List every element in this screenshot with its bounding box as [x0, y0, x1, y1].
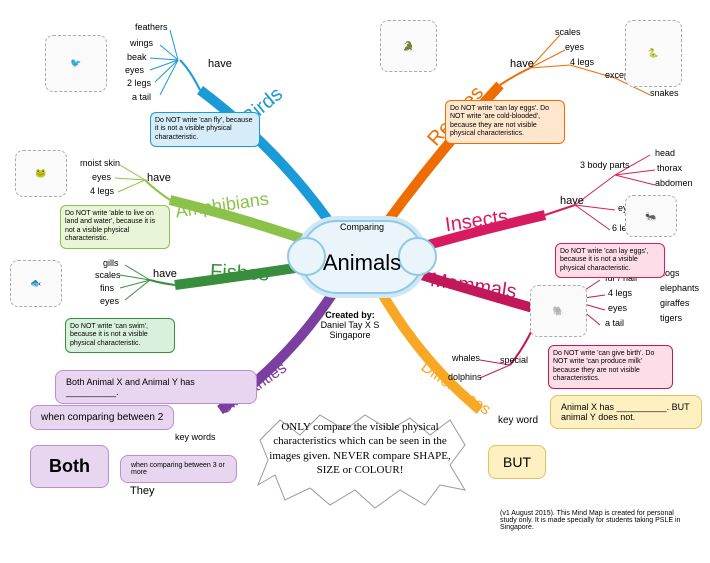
leaf: 4 legs: [90, 186, 114, 196]
leaf: scales: [95, 270, 121, 280]
center-node: Comparing Animals: [300, 220, 424, 294]
fishes-note: Do NOT write 'can swim', because it is n…: [65, 318, 175, 353]
branch-insects: Insects: [444, 206, 510, 238]
insects-bodyparts: 3 body parts: [580, 160, 630, 170]
leaf: abdomen: [655, 178, 693, 188]
leaf: dolphins: [448, 372, 482, 382]
elephant-icon: 🐘: [530, 285, 587, 337]
branch-differences: Differences: [417, 359, 493, 420]
leaf: 4 legs: [570, 57, 594, 67]
leaf: elephants: [660, 283, 699, 293]
branch-amphibians: Amphibians: [174, 189, 270, 223]
leaf: snakes: [650, 88, 679, 98]
center-subtitle: Comparing: [302, 222, 422, 232]
snake-icon: 🐍: [625, 20, 682, 87]
created-by: Created by: Daniel Tay X S Singapore: [300, 310, 400, 340]
footer-text: (v1 August 2015). This Mind Map is creat…: [500, 510, 690, 531]
branch-fishes: Fishes: [209, 260, 269, 286]
sim-keywords: key words: [175, 432, 216, 442]
leaf: fins: [100, 283, 114, 293]
birds-have: have: [208, 58, 232, 70]
leaf: tigers: [660, 313, 682, 323]
leaf: eyes: [608, 303, 627, 313]
sim-they: They: [130, 485, 154, 497]
leaf: eyes: [125, 65, 144, 75]
mammals-special: special: [500, 355, 528, 365]
sim-when2: when comparing between 2: [30, 405, 174, 430]
leaf: eyes: [100, 296, 119, 306]
leaf: whales: [452, 353, 480, 363]
diff-keyword: key word: [498, 415, 538, 426]
ant-icon: 🐜: [625, 195, 677, 237]
frog-icon: 🐸: [15, 150, 67, 197]
leaf: giraffes: [660, 298, 689, 308]
sim-sentence: Both Animal X and Animal Y has _________…: [55, 370, 257, 404]
leaf: moist skin: [80, 158, 120, 168]
leaf: thorax: [657, 163, 682, 173]
leaf: gills: [103, 258, 119, 268]
insects-note: Do NOT write 'can lay eggs', because it …: [555, 243, 665, 278]
fishes-have: have: [153, 268, 177, 280]
birds-note: Do NOT write 'can fly', because it is no…: [150, 112, 260, 147]
leaf: 4 legs: [608, 288, 632, 298]
crocodile-icon: 🐊: [380, 20, 437, 72]
amphibians-note: Do NOT write 'able to live on land and w…: [60, 205, 170, 249]
mammals-note: Do NOT write 'can give birth'. Do NOT wr…: [548, 345, 673, 389]
reptiles-note: Do NOT write 'can lay eggs'. Do NOT writ…: [445, 100, 565, 144]
amphibians-have: have: [147, 172, 171, 184]
sim-both: Both: [30, 445, 109, 488]
leaf: 2 legs: [127, 78, 151, 88]
leaf: a tail: [605, 318, 624, 328]
reptiles-have: have: [510, 58, 534, 70]
leaf: wings: [130, 38, 153, 48]
sim-when3: when comparing between 3 or more: [120, 455, 237, 483]
leaf: eyes: [92, 172, 111, 182]
leaf: feathers: [135, 22, 168, 32]
leaf: beak: [127, 52, 147, 62]
leaf: head: [655, 148, 675, 158]
fish-icon: 🐟: [10, 260, 62, 307]
diff-sentence: Animal X has __________. BUT animal Y do…: [550, 395, 702, 429]
leaf: eyes: [565, 42, 584, 52]
insects-have: have: [560, 195, 584, 207]
bird-icon: 🐦: [45, 35, 107, 92]
leaf: scales: [555, 27, 581, 37]
branch-mammals: Mammals: [429, 269, 518, 304]
center-title: Animals: [302, 250, 422, 276]
starburst-text: ONLY compare the visible physical charac…: [260, 420, 460, 477]
leaf: a tail: [132, 92, 151, 102]
diff-but: BUT: [488, 445, 546, 479]
